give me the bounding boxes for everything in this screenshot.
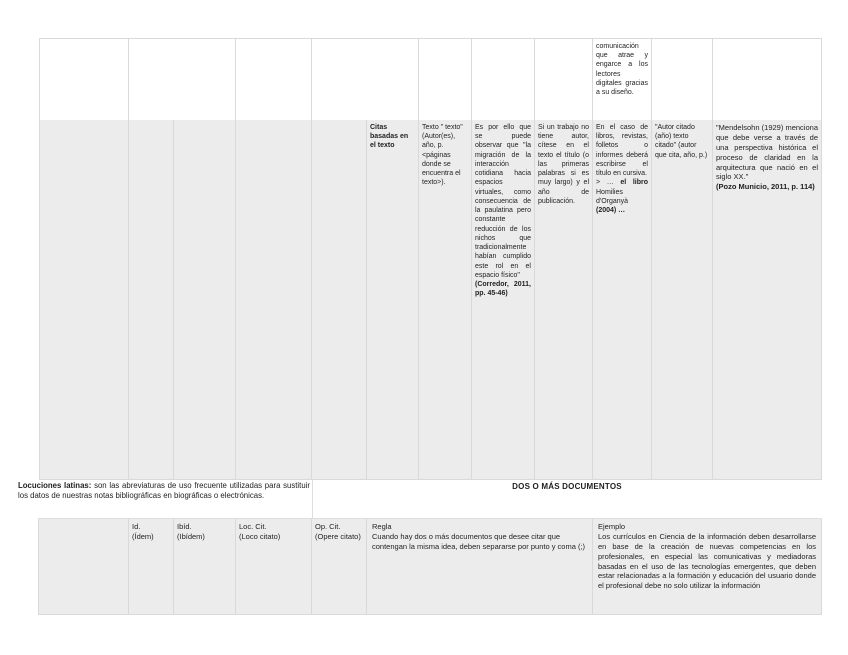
regla-label: Regla xyxy=(372,522,392,531)
empty-cell xyxy=(535,39,593,120)
titulo-ej-prefix: > … xyxy=(596,179,621,187)
titulo-cursiva-regla: En el caso de libros, revistas, folletos… xyxy=(596,124,648,178)
autor-citado-text: "Autor citado (año) texto citado" (autor… xyxy=(655,124,708,159)
abbrev-loc-cit-full: (Loco citato) xyxy=(239,531,281,541)
abbrev-ibid-full: (Ibídem) xyxy=(177,531,205,541)
mendelsohn-quote: "Mendelsohn (1929) menciona que debe ver… xyxy=(716,123,818,182)
empty-cell xyxy=(39,120,129,479)
abbrev-ibid: Ibíd. xyxy=(177,522,192,531)
table-row-dos-o-mas: Id. (Ídem) Ibíd. (Ibídem) Loc. Cit. (Loc… xyxy=(38,518,822,615)
cell-regla: Regla Cuando hay dos o más documentos qu… xyxy=(367,519,593,614)
empty-cell xyxy=(236,39,312,120)
empty-cell xyxy=(713,39,822,120)
table-row-top: comunicación que atrae y engarce a los l… xyxy=(39,38,822,120)
empty-cell xyxy=(312,39,419,120)
empty-cell xyxy=(129,39,236,120)
cell-ejemplo-mendelsohn: "Mendelsohn (1929) menciona que debe ver… xyxy=(713,120,822,479)
abbrev-id-full: (Ídem) xyxy=(132,531,154,541)
locuciones-latinas-text: son las abreviaturas de uso frecuente ut… xyxy=(18,481,310,500)
empty-cell xyxy=(38,519,129,614)
empty-cell xyxy=(174,120,236,479)
titulo-ej-obra: Homilies d'Organyà xyxy=(596,188,629,205)
empty-cell xyxy=(39,39,129,120)
cell-ejemplo: Ejemplo Los currículos en Ciencia de la … xyxy=(593,519,822,614)
titulo-ej-libro: el libro xyxy=(620,179,648,187)
cell-titulo-cursiva: En el caso de libros, revistas, folletos… xyxy=(593,120,652,479)
cell-autor-citado: "Autor citado (año) texto citado" (autor… xyxy=(652,120,713,479)
cell-ejemplo-cita: Es por ello que se puede observar que "l… xyxy=(472,120,535,479)
empty-cell xyxy=(236,120,312,479)
ejemplo-label: Ejemplo xyxy=(598,522,626,531)
cell-citas-header: Citas basadas en el texto xyxy=(367,120,419,479)
locuciones-latinas-lead: Locuciones latinas: xyxy=(18,481,92,490)
cell-comunicacion-note: comunicación que atrae y engarce a los l… xyxy=(593,39,652,120)
mendelsohn-referencia: (Pozo Municio, 2011, p. 114) xyxy=(716,182,815,192)
ejemplo-cita-referencia: (Corredor, 2011, pp. 45-46) xyxy=(475,280,531,298)
cell-abbrev-loc-cit: Loc. Cit. (Loco citato) xyxy=(236,519,312,614)
cell-abbrev-ibid: Ibíd. (Ibídem) xyxy=(174,519,236,614)
abbrev-op-cit: Op. Cit. xyxy=(315,522,341,531)
comunicacion-note-text: comunicación que atrae y engarce a los l… xyxy=(596,43,648,97)
cell-sin-autor: Si un trabajo no tiene autor, cítese en … xyxy=(535,120,593,479)
ejemplo-text: Los currículos en Ciencia de la informac… xyxy=(598,531,816,591)
cell-formato-cita: Texto " texto" (Autor(es), año, p. <pági… xyxy=(419,120,472,479)
cell-abbrev-op-cit: Op. Cit. (Opere citato) xyxy=(312,519,367,614)
abbrev-id: Id. xyxy=(132,522,141,531)
empty-cell xyxy=(312,120,367,479)
abbrev-op-cit-full: (Opere citato) xyxy=(315,531,361,541)
titulo-ej-anio: (2004) … xyxy=(596,207,626,215)
abbrev-loc-cit: Loc. Cit. xyxy=(239,522,267,531)
regla-text: Cuando hay dos o más documentos que dese… xyxy=(372,531,586,551)
empty-cell xyxy=(129,120,174,479)
column-divider-line xyxy=(312,480,313,518)
locuciones-latinas-paragraph: Locuciones latinas: son las abreviaturas… xyxy=(18,481,310,500)
empty-cell xyxy=(472,39,535,120)
section-title-dos-o-mas-documentos: DOS O MÁS DOCUMENTOS xyxy=(512,482,622,491)
empty-cell xyxy=(652,39,713,120)
citas-header-text: Citas basadas en el texto xyxy=(370,124,409,150)
formato-cita-text: Texto " texto" (Autor(es), año, p. <pági… xyxy=(422,124,463,187)
table-row-citas-basadas: Citas basadas en el texto Texto " texto"… xyxy=(39,120,822,480)
titulo-cursiva-ejemplo: > … el libro Homilies d'Organyà (2004) … xyxy=(596,178,648,215)
cell-abbrev-id: Id. (Ídem) xyxy=(129,519,174,614)
ejemplo-cita-quote: Es por ello que se puede observar que "l… xyxy=(475,124,531,279)
empty-cell xyxy=(419,39,472,120)
sin-autor-text: Si un trabajo no tiene autor, cítese en … xyxy=(538,124,589,205)
